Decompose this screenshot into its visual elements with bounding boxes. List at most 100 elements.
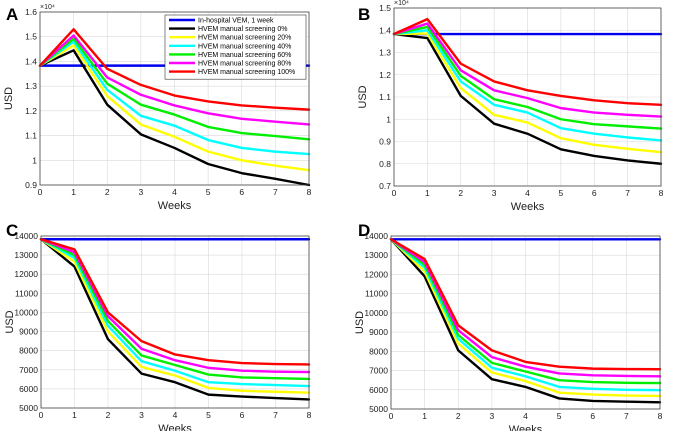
x-tick-label: 3 — [139, 187, 144, 197]
x-tick-label: 1 — [422, 411, 427, 421]
exponent-label: ×10⁴ — [40, 4, 55, 11]
plot-frame — [393, 7, 662, 187]
plot-frame — [40, 235, 310, 409]
x-axis-label: Weeks — [509, 424, 543, 431]
y-tick-label: 0.7 — [379, 181, 391, 191]
x-tick-label: 0 — [392, 188, 397, 198]
y-tick-label: 1.3 — [25, 81, 37, 91]
x-tick-label: 0 — [38, 187, 43, 197]
series-line-hvem-manual-screening-80 — [392, 22, 663, 118]
series-line-hvem-manual-screening-20 — [39, 238, 311, 394]
y-tick-label: 10000 — [14, 307, 38, 317]
x-tick-label: 3 — [492, 188, 497, 198]
x-tick-label: 5 — [559, 188, 564, 198]
x-tick-label: 2 — [456, 411, 461, 421]
series-line-hvem-manual-screening-100 — [39, 238, 311, 366]
legend-label: HVEM manual screening 100% — [198, 69, 295, 76]
legend-label: HVEM manual screening 0% — [198, 26, 288, 33]
x-tick-label: 6 — [592, 188, 597, 198]
x-tick-label: 8 — [307, 187, 312, 197]
y-tick-label: 0.9 — [25, 180, 37, 190]
panel-letter: C — [6, 221, 18, 240]
y-tick-label: 1.1 — [379, 92, 391, 102]
series-line-hvem-manual-screening-60 — [392, 25, 663, 130]
y-tick-label: 9000 — [369, 327, 388, 337]
x-tick-label: 7 — [625, 188, 630, 198]
panel-c: 0 1 2 3 4 5 6 7 8 5000 6000 7000 8000 9000 10000 11000 1… — [4, 221, 312, 431]
y-tick-label: 12000 — [14, 269, 38, 279]
x-tick-label: 2 — [105, 187, 110, 197]
series-line-hvem-manual-screening-0 — [38, 49, 311, 187]
y-tick-label: 6000 — [369, 385, 388, 395]
panel-letter: D — [358, 221, 370, 240]
y-tick-label: 14000 — [14, 231, 38, 241]
series-line-hvem-manual-screening-60 — [38, 37, 311, 141]
panel-d: 0 1 2 3 4 5 6 7 8 5000 6000 7000 8000 9000 10000 11000 1… — [354, 221, 663, 431]
series-line-hvem-manual-screening-0 — [39, 238, 311, 401]
series-line-hvem-manual-screening-80 — [389, 238, 662, 378]
x-tick-label: 6 — [590, 411, 595, 421]
y-tick-label: 1.3 — [379, 48, 391, 58]
x-tick-label: 4 — [523, 411, 528, 421]
legend-label: HVEM manual screening 20% — [198, 35, 291, 42]
y-axis-label: USD — [354, 311, 366, 334]
series-line-hvem-manual-screening-40 — [38, 40, 311, 156]
y-tick-label: 8000 — [19, 346, 38, 356]
x-tick-label: 7 — [273, 187, 278, 197]
panel-a: 0 1 2 3 4 5 6 7 8 0.9 1 1.1 1.2 1.3 1.4 1.5 1.6 Weeks USD ×… — [3, 4, 312, 212]
y-tick-label: 12000 — [364, 269, 388, 279]
x-tick-label: 3 — [490, 411, 495, 421]
x-tick-label: 0 — [39, 410, 44, 420]
plot-frame — [39, 11, 310, 186]
y-tick-label: 1.2 — [379, 70, 391, 80]
y-tick-label: 1.5 — [25, 32, 37, 42]
y-tick-label: 11000 — [15, 288, 38, 298]
series-line-hvem-manual-screening-100 — [392, 17, 663, 106]
exponent-label: ×10⁴ — [394, 0, 409, 7]
x-tick-label: 6 — [240, 410, 245, 420]
y-axis-label: USD — [4, 310, 16, 333]
x-tick-label: 0 — [389, 411, 394, 421]
x-tick-label: 2 — [106, 410, 111, 420]
y-tick-label: 1.5 — [379, 3, 391, 13]
legend-box — [164, 14, 307, 80]
x-tick-label: 1 — [425, 188, 430, 198]
y-axis-label: USD — [3, 87, 15, 110]
legend-label: In-hospital VEM, 1 week — [198, 18, 274, 25]
y-tick-label: 1.4 — [379, 25, 391, 35]
y-tick-label: 6000 — [19, 384, 38, 394]
x-tick-label: 6 — [239, 187, 244, 197]
panel-letter: A — [6, 5, 18, 24]
y-tick-label: 5000 — [19, 403, 38, 413]
x-tick-label: 8 — [307, 410, 312, 420]
legend-label: HVEM manual screening 40% — [198, 43, 291, 50]
x-tick-label: 4 — [172, 187, 177, 197]
y-tick-label: 1.6 — [25, 7, 37, 17]
y-axis-label: USD — [357, 85, 369, 108]
series-line-hvem-manual-screening-80 — [38, 34, 311, 126]
y-tick-label: 7000 — [369, 366, 388, 376]
panel-letter: B — [358, 5, 370, 24]
x-tick-label: 5 — [557, 411, 562, 421]
x-tick-label: 4 — [525, 188, 530, 198]
y-tick-label: 13000 — [364, 250, 388, 260]
series-line-hvem-manual-screening-0 — [392, 32, 663, 165]
x-axis-label: Weeks — [511, 201, 545, 213]
y-tick-label: 0.9 — [379, 137, 391, 147]
legend-label: HVEM manual screening 60% — [198, 52, 291, 59]
x-tick-label: 7 — [624, 411, 629, 421]
series-line-hvem-manual-screening-60 — [389, 238, 662, 385]
legend-label: HVEM manual screening 80% — [198, 61, 291, 68]
y-tick-label: 1.1 — [25, 131, 37, 141]
panel-b: 0 1 2 3 4 5 6 7 8 0.7 0.8 0.9 1 1.1 1.2 1.3 1.4 1.5 Weeks U… — [357, 0, 664, 213]
y-tick-label: 8000 — [369, 346, 388, 356]
series-line-hvem-manual-screening-20 — [38, 44, 311, 172]
x-tick-label: 8 — [658, 411, 663, 421]
x-tick-label: 7 — [273, 410, 278, 420]
x-tick-label: 3 — [139, 410, 144, 420]
y-tick-label: 5000 — [369, 404, 388, 414]
series-line-hvem-manual-screening-20 — [392, 32, 663, 154]
x-tick-label: 5 — [206, 410, 211, 420]
series-line-hvem-manual-screening-40 — [39, 238, 311, 388]
x-tick-label: 5 — [206, 187, 211, 197]
